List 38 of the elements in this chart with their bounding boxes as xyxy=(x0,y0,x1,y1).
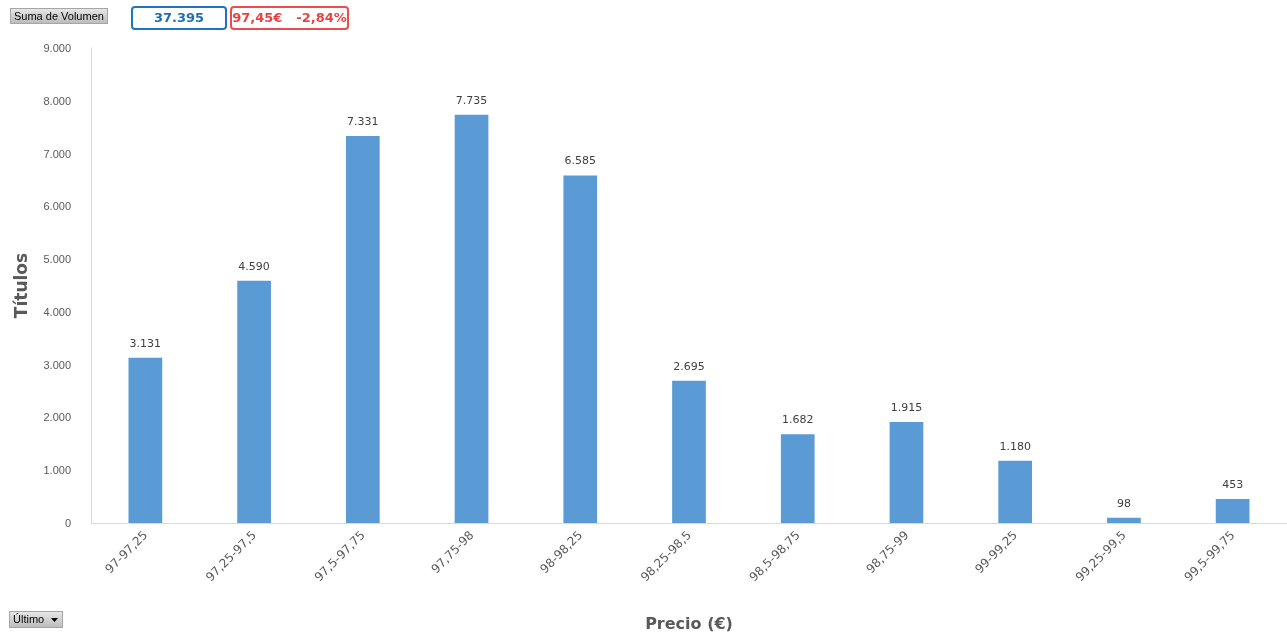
data-label: 3.131 xyxy=(129,336,162,350)
y-tick-label: 5.000 xyxy=(43,253,71,266)
y-tick-label: 9.000 xyxy=(43,42,71,54)
data-label: 453 xyxy=(1222,478,1244,492)
x-axis-title: Precio (€) xyxy=(645,613,733,633)
data-label: 7.331 xyxy=(347,115,379,129)
data-label: 2.695 xyxy=(673,359,705,373)
bar xyxy=(889,421,924,523)
bar xyxy=(1107,517,1141,523)
data-label: 1.180 xyxy=(999,439,1031,453)
y-tick-label: 0 xyxy=(64,517,71,529)
data-label: 7.735 xyxy=(455,93,488,107)
y-tick-label: 8.000 xyxy=(43,94,71,107)
value-box: 37.395 xyxy=(131,6,227,30)
data-label: 6.585 xyxy=(564,154,597,168)
value-box: 97,45€ -2,84% xyxy=(230,6,349,30)
dropdown-button: Último xyxy=(9,611,63,628)
y-axis-title: Títulos xyxy=(10,252,31,319)
y-tick-label: 4.000 xyxy=(43,305,71,318)
bar xyxy=(672,380,706,523)
data-label: 4.590 xyxy=(238,259,270,273)
bar xyxy=(998,460,1033,523)
data-label: 98 xyxy=(1116,496,1131,510)
bar xyxy=(345,136,380,523)
bar xyxy=(454,114,489,523)
y-tick-label: 3.000 xyxy=(43,358,71,371)
data-label: 1.682 xyxy=(781,413,814,427)
field-button: Suma de Volumen xyxy=(10,8,108,24)
bar xyxy=(1215,499,1250,523)
y-tick-label: 6.000 xyxy=(43,200,71,213)
bar xyxy=(780,434,815,523)
bar xyxy=(563,175,598,523)
y-tick-label: 1.000 xyxy=(43,464,71,477)
data-label: 1.915 xyxy=(890,400,923,414)
bar xyxy=(237,280,271,523)
y-tick-label: 7.000 xyxy=(43,147,71,160)
bar xyxy=(128,357,163,523)
y-tick-label: 2.000 xyxy=(43,411,71,424)
